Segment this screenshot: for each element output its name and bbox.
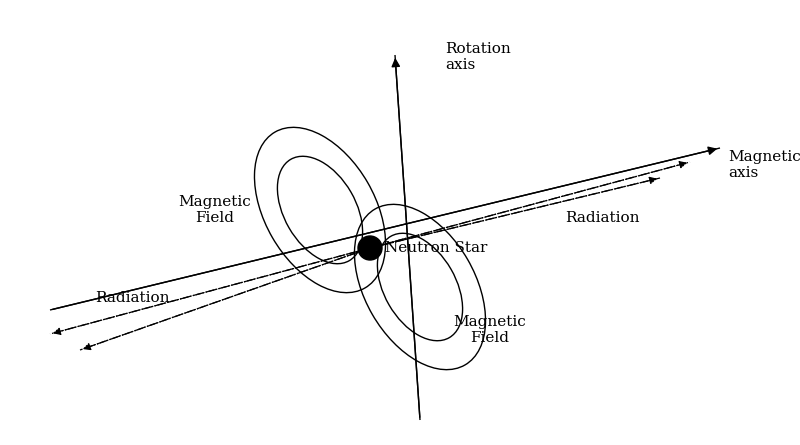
Text: Rotation
axis: Rotation axis — [445, 42, 510, 72]
Text: Magnetic
axis: Magnetic axis — [728, 150, 800, 180]
Text: Neutron Star: Neutron Star — [385, 241, 487, 255]
Circle shape — [358, 236, 382, 260]
Text: Radiation: Radiation — [95, 291, 170, 305]
Text: Radiation: Radiation — [565, 211, 639, 225]
Text: Magnetic
Field: Magnetic Field — [454, 315, 526, 345]
Text: Magnetic
Field: Magnetic Field — [178, 195, 251, 225]
